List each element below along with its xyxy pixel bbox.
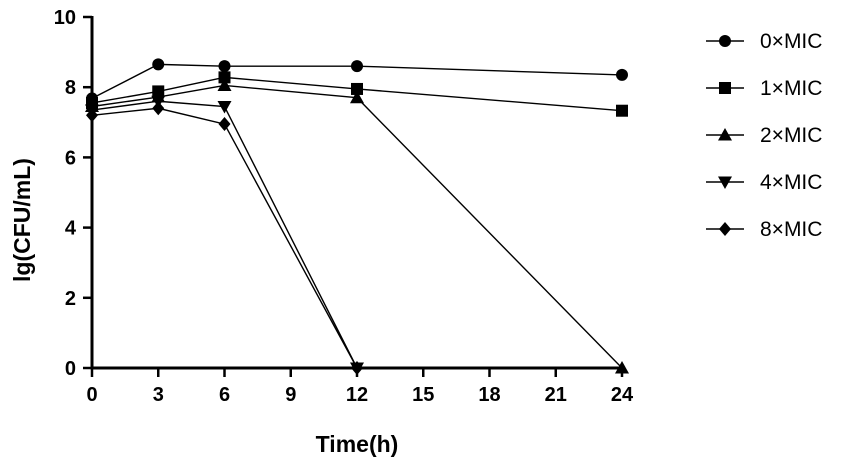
legend-label: 0×MIC (760, 30, 822, 53)
series-diamond (86, 101, 363, 375)
series-line (91, 107, 358, 369)
series-line (91, 100, 358, 369)
data-point (350, 90, 364, 104)
x-tick-label: 9 (285, 384, 296, 406)
y-tick-label: 0 (65, 358, 76, 380)
legend-entry: 2×MIC (706, 124, 822, 147)
y-tick-label: 4 (65, 218, 77, 240)
data-point (218, 71, 231, 84)
data-point (351, 361, 363, 375)
data-point (351, 82, 363, 95)
x-tick-label: 15 (412, 384, 434, 406)
legend-marker (719, 222, 731, 236)
x-tick-label: 6 (219, 384, 230, 406)
legend: 0×MIC 1×MIC 2×MIC 4×MIC 8×MIC (706, 30, 822, 241)
series-layer (85, 58, 629, 375)
legend-entry: 4×MIC (706, 171, 822, 194)
x-tick-label: 18 (478, 384, 500, 406)
x-axis-title: Time(h) (316, 431, 399, 457)
x-tick-label: 21 (545, 384, 567, 406)
legend-label: 4×MIC (760, 171, 822, 194)
data-point (152, 101, 165, 116)
series-triangle-up (85, 78, 629, 374)
y-tick-label: 8 (65, 77, 76, 99)
data-point (351, 60, 363, 73)
legend-entry: 0×MIC (706, 30, 822, 53)
data-point (218, 60, 231, 73)
data-point (615, 361, 629, 374)
data-point (217, 101, 232, 114)
legend-entry: 1×MIC (706, 77, 822, 100)
legend-marker (718, 128, 732, 141)
y-tick-label: 10 (54, 7, 76, 29)
x-tick-label: 12 (346, 384, 368, 406)
legend-label: 2×MIC (760, 124, 822, 147)
y-tick-label: 2 (65, 288, 76, 310)
data-point (217, 78, 232, 91)
legend-label: 1×MIC (760, 77, 822, 100)
legend-marker (718, 176, 732, 189)
legend-marker (719, 82, 731, 94)
data-point (218, 117, 231, 132)
legend-marker (719, 35, 731, 47)
x-tick-label: 24 (611, 384, 634, 406)
data-point (152, 58, 165, 71)
data-point (616, 104, 628, 117)
legend-label: 8×MIC (760, 218, 822, 241)
x-tick-label: 0 (86, 384, 97, 406)
x-tick-label: 3 (153, 384, 164, 406)
legend-entry: 8×MIC (706, 218, 822, 241)
data-point (86, 108, 98, 123)
series-line (91, 84, 623, 369)
data-point (616, 68, 628, 81)
y-axis-title: lg(CFU/mL) (9, 158, 35, 282)
y-tick-label: 6 (65, 147, 76, 169)
series-triangle-down (85, 95, 364, 375)
